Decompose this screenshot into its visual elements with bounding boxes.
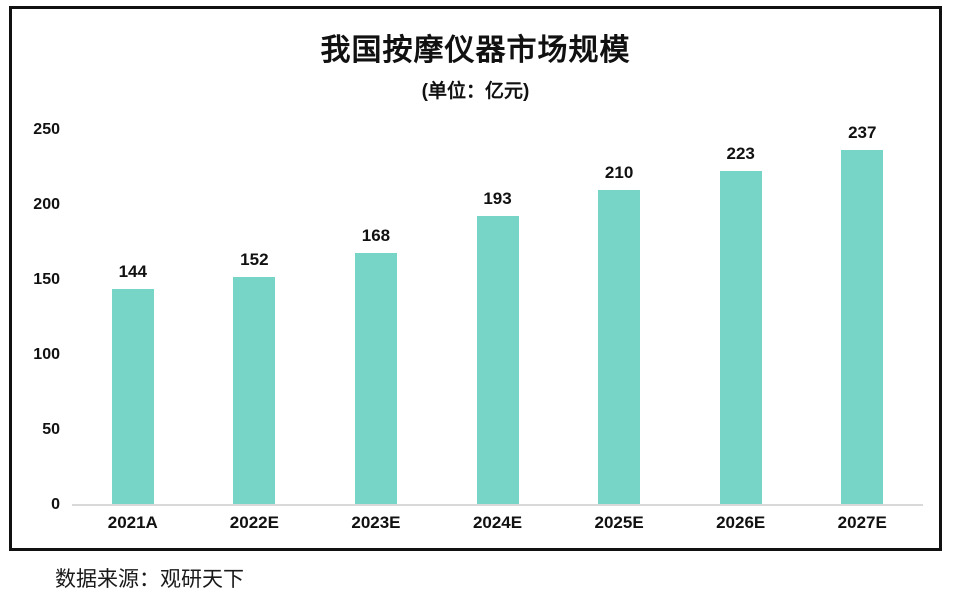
bar-value-label: 144 — [118, 262, 147, 281]
bar-value-label: 223 — [726, 143, 755, 163]
bar-column: 223 — [680, 143, 802, 505]
y-axis: 0 50 100 150 200 250 — [18, 122, 60, 513]
chart-title: 我国按摩仪器市场规模 — [320, 34, 631, 67]
y-tick-label: 150 — [33, 271, 60, 288]
bar — [598, 190, 641, 505]
bar-column: 152 — [194, 250, 316, 505]
x-tick-label: 2027E — [837, 513, 887, 532]
x-tick-label: 2024E — [472, 513, 523, 532]
x-tick-label: 2022E — [229, 513, 279, 532]
bar — [841, 149, 884, 505]
bars: 144 152 168 193 210 223 237 — [72, 123, 923, 505]
y-tick-label: 200 — [33, 196, 60, 213]
bar — [476, 215, 519, 505]
plot-area: 0 50 100 150 200 250 144 152 168 193 210 223 237 — [33, 122, 923, 513]
bar-column: 237 — [801, 122, 923, 505]
data-source-note: 数据来源：观研天下 — [55, 567, 244, 591]
x-axis-line — [72, 504, 923, 506]
y-tick-label: 50 — [42, 421, 60, 438]
x-axis: 2021A 2022E 2023E 2024E 2025E 2026E 2027E — [72, 513, 923, 533]
y-tick-label: 100 — [33, 346, 60, 363]
x-tick-label: 2026E — [716, 513, 766, 532]
y-tick-label: 250 — [33, 121, 60, 138]
x-tick-label: 2025E — [594, 513, 644, 532]
bar-value-label: 152 — [240, 250, 269, 269]
x-tick-label: 2021A — [107, 513, 158, 532]
bar-value-label: 193 — [483, 188, 512, 208]
bar-column: 168 — [315, 226, 437, 505]
bar-column: 193 — [437, 188, 559, 505]
chart-subtitle: (单位：亿元) — [421, 81, 530, 102]
bar-value-label: 210 — [604, 163, 634, 182]
bar — [354, 253, 397, 505]
bar — [719, 170, 762, 505]
bar-column: 210 — [558, 163, 680, 505]
chart-frame: 我国按摩仪器市场规模 (单位：亿元) 0 50 100 150 200 250 144 15… — [9, 6, 942, 551]
bar-column: 144 — [72, 262, 194, 505]
y-tick-label: 0 — [51, 496, 60, 513]
bar — [111, 289, 154, 505]
bar-value-label: 237 — [848, 122, 877, 142]
bar-value-label: 168 — [361, 226, 391, 245]
x-tick-label: 2023E — [351, 513, 401, 532]
bar — [233, 277, 276, 505]
